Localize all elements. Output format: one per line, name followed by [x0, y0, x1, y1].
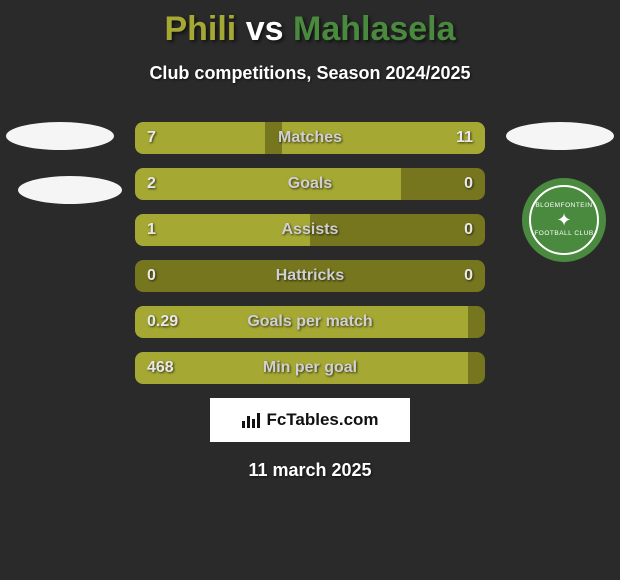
- bars-icon: [241, 411, 261, 429]
- badge-text-bot: FOOTBALL CLUB: [534, 231, 593, 238]
- subtitle: Club competitions, Season 2024/2025: [0, 63, 620, 84]
- stat-row: 468Min per goal: [135, 352, 485, 384]
- stat-row: 711Matches: [135, 122, 485, 154]
- badge-icon: ✦: [556, 211, 571, 229]
- stat-row: 10Assists: [135, 214, 485, 246]
- stat-row: 0.29Goals per match: [135, 306, 485, 338]
- date-text: 11 march 2025: [0, 460, 620, 481]
- fctables-logo: FcTables.com: [210, 398, 410, 442]
- vs-text: vs: [246, 10, 284, 48]
- stat-row: 00Hattricks: [135, 260, 485, 292]
- player1-logo-placeholder-1: [6, 122, 114, 150]
- fctables-text: FcTables.com: [266, 410, 378, 430]
- player1-name: Phili: [164, 10, 236, 48]
- stat-label: Hattricks: [135, 260, 485, 292]
- badge-inner: BLOEMFONTEIN ✦ FOOTBALL CLUB: [529, 185, 599, 255]
- stat-label: Matches: [135, 122, 485, 154]
- player2-club-badge: BLOEMFONTEIN ✦ FOOTBALL CLUB: [522, 178, 606, 262]
- player2-name: Mahlasela: [293, 10, 456, 48]
- stat-label: Goals: [135, 168, 485, 200]
- stat-row: 20Goals: [135, 168, 485, 200]
- stat-label: Min per goal: [135, 352, 485, 384]
- comparison-chart: 711Matches 20Goals 10Assists 00Hattricks 0.2…: [135, 122, 485, 384]
- badge-text-top: BLOEMFONTEIN: [535, 203, 592, 210]
- page-title: Phili vs Mahlasela: [0, 0, 620, 49]
- stat-label: Assists: [135, 214, 485, 246]
- stat-label: Goals per match: [135, 306, 485, 338]
- player2-logo-placeholder: [506, 122, 614, 150]
- player1-logo-placeholder-2: [18, 176, 122, 204]
